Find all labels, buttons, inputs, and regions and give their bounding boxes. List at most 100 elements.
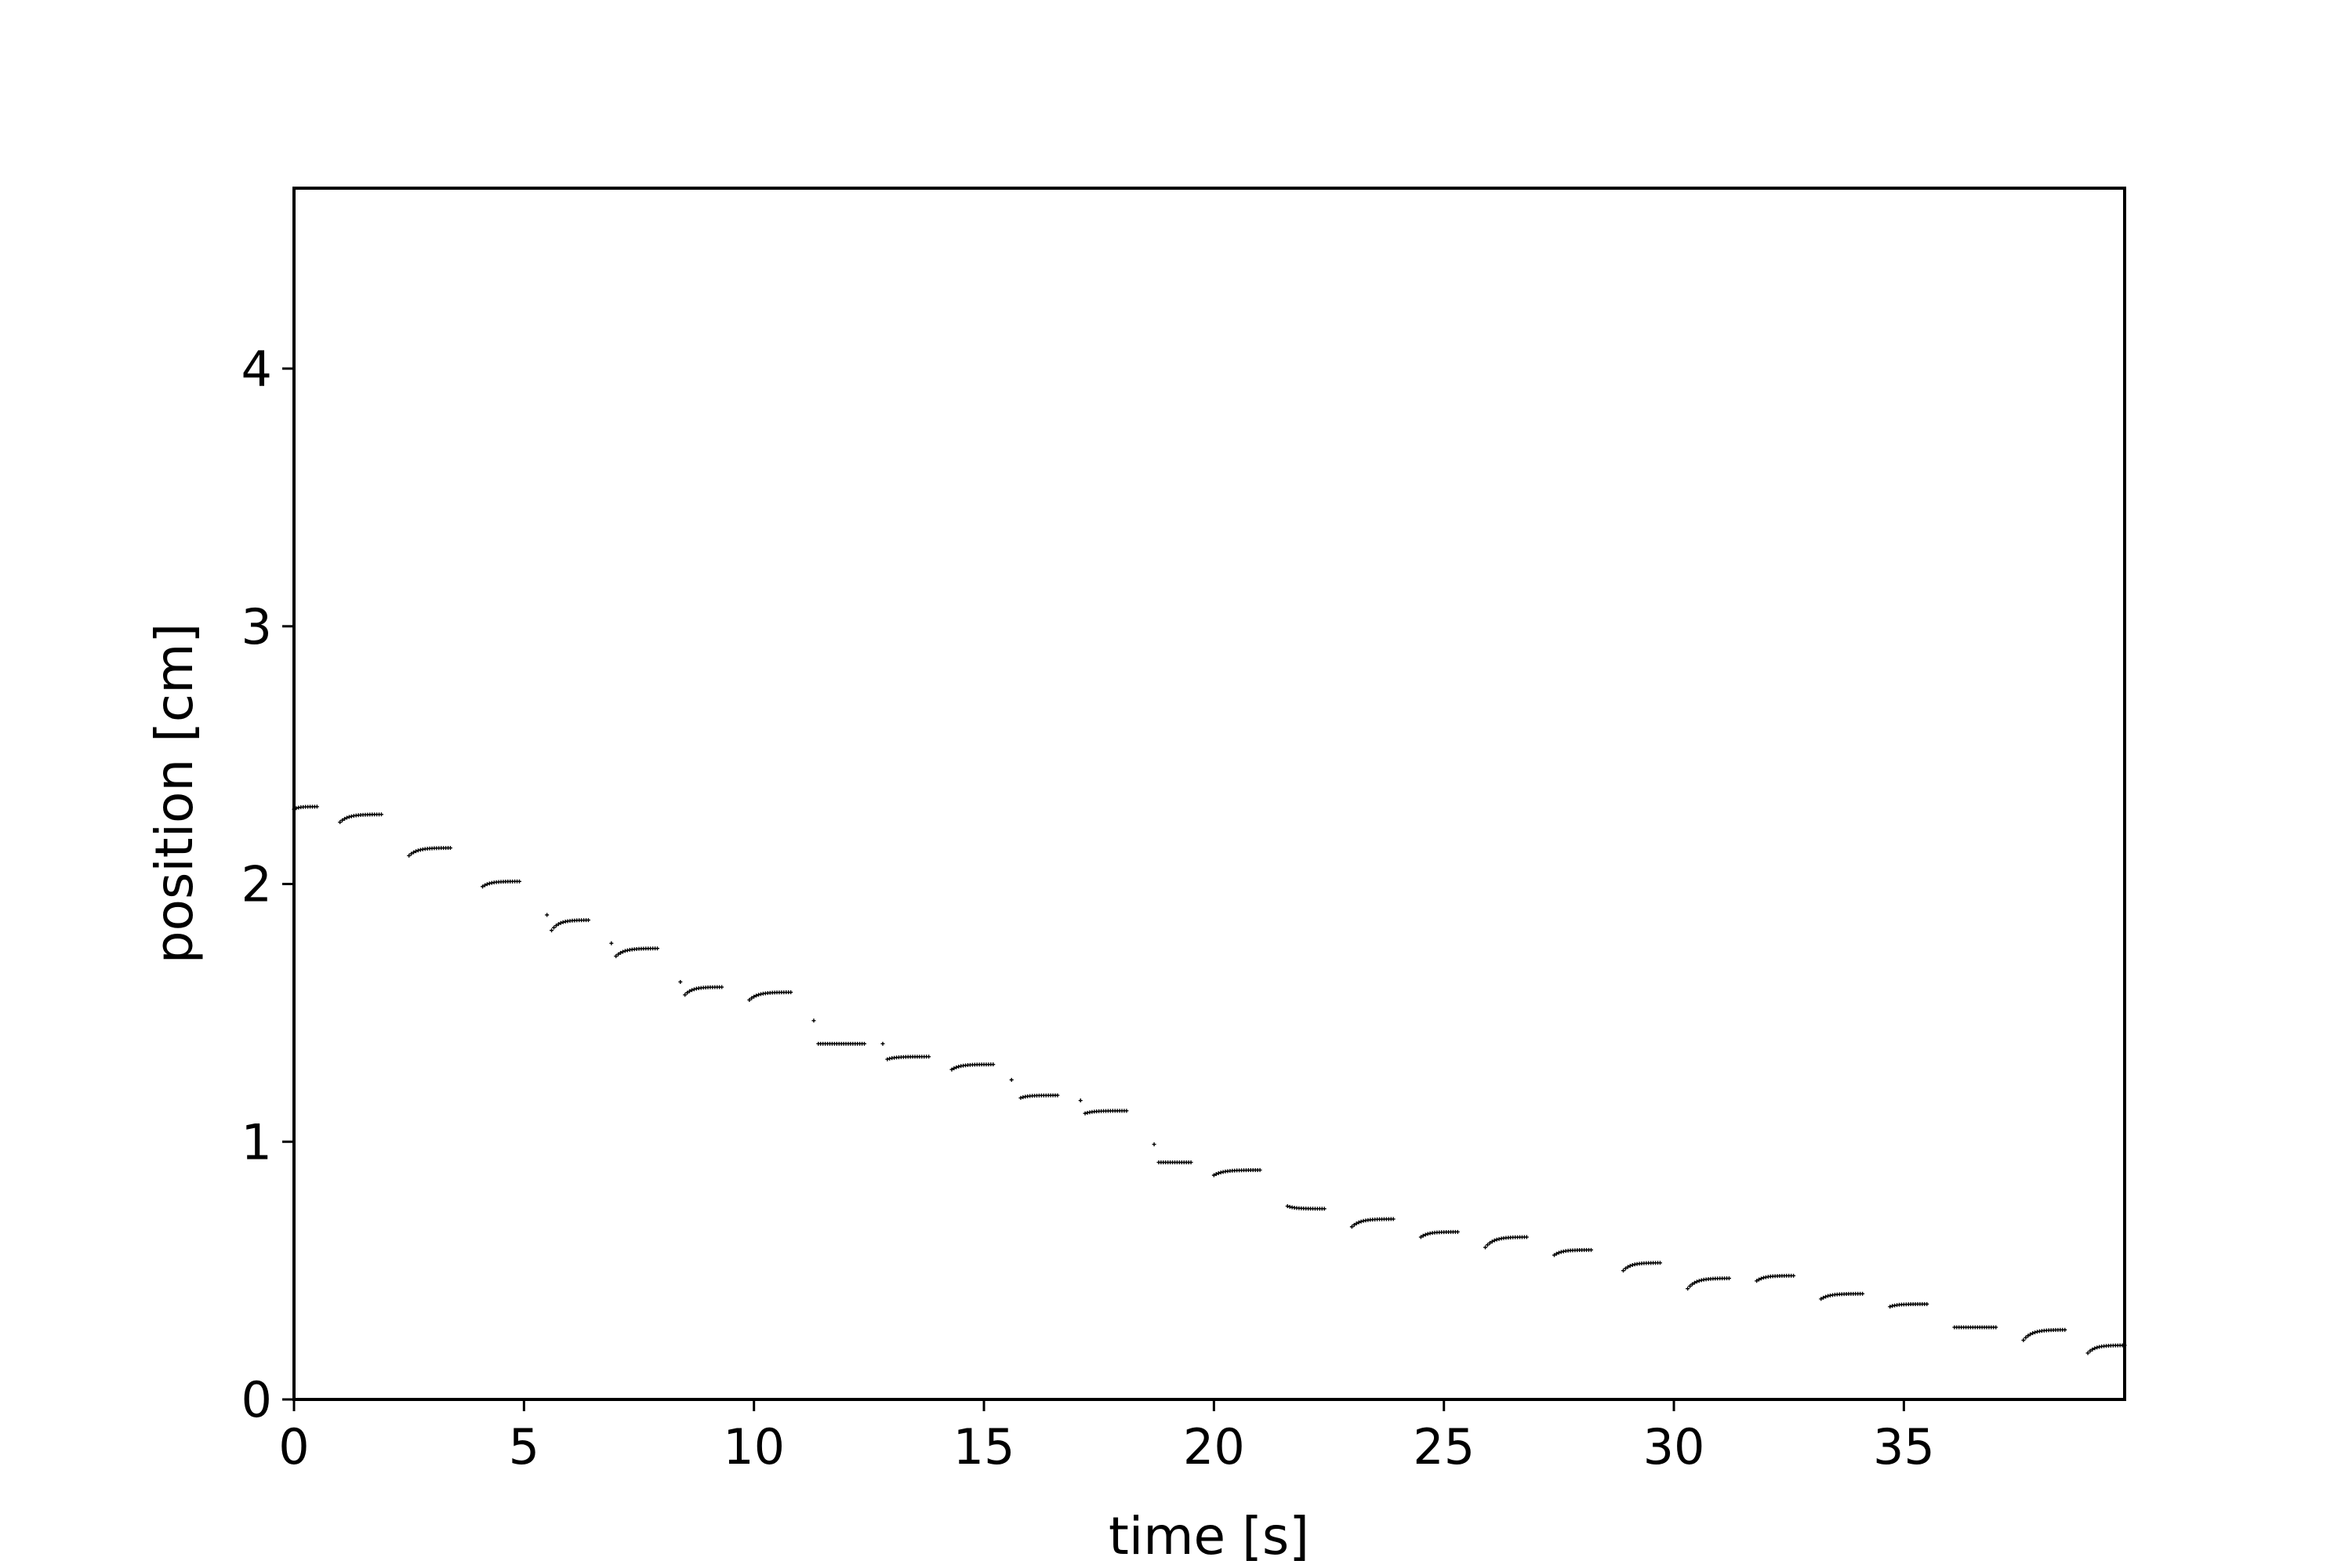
data-point xyxy=(789,990,793,995)
data-point xyxy=(1755,1279,1759,1283)
data-point xyxy=(691,987,696,992)
data-point xyxy=(1524,1235,1529,1240)
data-point xyxy=(1697,1279,1701,1283)
data-point xyxy=(880,1041,885,1046)
data-point xyxy=(1455,1229,1460,1234)
data-point xyxy=(314,804,319,809)
data-point xyxy=(991,1062,996,1067)
x-tick-label: 25 xyxy=(1413,1418,1475,1475)
data-point xyxy=(379,812,383,817)
plot-frame xyxy=(292,187,2126,1401)
data-point xyxy=(554,924,558,928)
data-point xyxy=(2085,1351,2090,1356)
y-tick-label: 1 xyxy=(241,1113,272,1171)
data-point xyxy=(1124,1109,1129,1113)
y-tick-label: 4 xyxy=(241,340,272,397)
data-point xyxy=(747,997,752,1002)
data-point xyxy=(413,849,418,854)
x-tick-label: 35 xyxy=(1873,1418,1935,1475)
data-point xyxy=(1492,1238,1497,1243)
data-point xyxy=(1625,1265,1630,1269)
x-tick-label: 20 xyxy=(1183,1418,1245,1475)
data-point xyxy=(550,928,554,933)
data-point xyxy=(1686,1287,1690,1291)
data-point xyxy=(2090,1347,2095,1352)
x-axis-label: time [s] xyxy=(1109,1506,1309,1566)
data-point xyxy=(1657,1261,1662,1265)
data-point xyxy=(1214,1172,1218,1177)
data-point xyxy=(2088,1348,2092,1353)
data-points xyxy=(292,804,2127,1356)
data-point xyxy=(485,882,489,887)
data-point xyxy=(1791,1273,1796,1278)
data-point xyxy=(1821,1295,1826,1300)
data-point xyxy=(2092,1346,2097,1351)
data-point xyxy=(1994,1325,1998,1330)
data-point xyxy=(347,815,351,819)
data-point xyxy=(2095,1345,2100,1350)
data-point xyxy=(407,853,412,858)
data-point xyxy=(1692,1280,1697,1285)
data-point xyxy=(620,949,625,954)
data-point xyxy=(1487,1240,1492,1245)
y-tick-label: 0 xyxy=(241,1371,272,1428)
data-point xyxy=(750,996,754,1000)
data-point xyxy=(954,1065,959,1069)
data-point xyxy=(517,879,521,884)
data-point xyxy=(1860,1291,1865,1296)
data-point xyxy=(1826,1294,1831,1298)
data-point xyxy=(2031,1331,2035,1336)
data-point xyxy=(1688,1283,1693,1288)
data-point xyxy=(1757,1277,1762,1282)
data-point xyxy=(1356,1220,1361,1225)
data-point xyxy=(1694,1279,1699,1284)
data-point xyxy=(927,1054,931,1059)
data-point xyxy=(2021,1338,2026,1342)
data-point xyxy=(481,884,485,889)
x-tick-label: 15 xyxy=(953,1418,1015,1475)
data-point xyxy=(885,1057,890,1062)
data-point xyxy=(1078,1098,1083,1103)
data-point xyxy=(448,846,452,851)
data-point xyxy=(1819,1297,1824,1301)
data-point xyxy=(482,883,487,887)
data-point xyxy=(1359,1219,1363,1224)
data-point xyxy=(616,952,621,956)
data-point xyxy=(1258,1167,1262,1172)
data-point xyxy=(340,818,345,822)
data-point xyxy=(1216,1171,1221,1175)
data-point xyxy=(1418,1235,1423,1240)
data-point xyxy=(338,820,343,825)
data-point xyxy=(752,994,757,999)
data-point xyxy=(949,1067,954,1072)
y-tick-label: 3 xyxy=(241,598,272,655)
data-point xyxy=(1083,1111,1087,1116)
data-point xyxy=(655,946,659,951)
x-tick-label: 5 xyxy=(509,1418,539,1475)
data-point xyxy=(545,913,550,917)
data-point xyxy=(1485,1243,1490,1247)
data-point xyxy=(1211,1173,1216,1178)
data-point xyxy=(1285,1203,1290,1208)
data-point xyxy=(1552,1253,1557,1258)
data-point xyxy=(1352,1222,1356,1227)
data-point xyxy=(1391,1217,1396,1221)
data-point xyxy=(688,989,692,993)
data-point xyxy=(558,920,563,925)
data-point xyxy=(1628,1264,1632,1269)
data-point xyxy=(416,848,420,853)
data-point xyxy=(1623,1266,1628,1271)
data-point xyxy=(2063,1327,2067,1332)
y-axis-ticks: 0 1 2 3 4 xyxy=(241,340,294,1428)
data-point xyxy=(1322,1207,1327,1211)
data-point xyxy=(1630,1263,1635,1268)
data-point xyxy=(952,1066,956,1071)
data-point xyxy=(1483,1245,1488,1250)
data-point xyxy=(609,941,614,946)
data-point xyxy=(689,988,694,993)
data-point xyxy=(1588,1247,1593,1252)
data-point xyxy=(614,954,619,959)
data-point xyxy=(344,815,349,820)
